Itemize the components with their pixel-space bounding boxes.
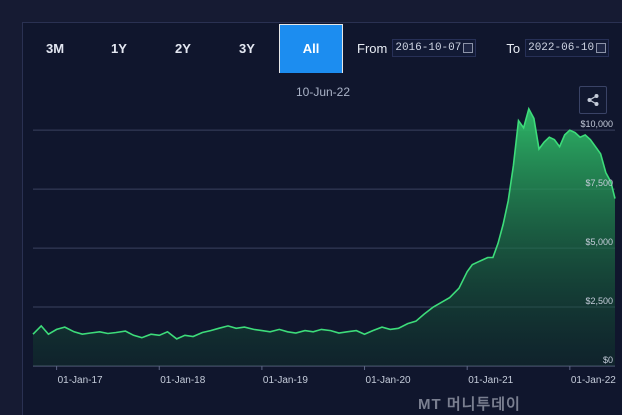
x-tick-label: 01-Jan-19	[263, 375, 308, 386]
x-tick-label: 01-Jan-18	[160, 375, 205, 386]
price-line[interactable]	[32, 106, 616, 340]
y-tick-label: $10,000	[580, 119, 613, 129]
range-all-button[interactable]: All	[279, 23, 343, 73]
x-tick-label: 01-Jan-17	[58, 375, 103, 386]
calendar-icon[interactable]	[596, 43, 607, 53]
range-toolbar: 3M 1Y 2Y 3Y All From 2016-10-07 To 2022-…	[23, 23, 622, 73]
to-date-group: To 2022-06-10	[506, 39, 610, 57]
x-tick-label: 01-Jan-21	[468, 375, 513, 386]
to-date-input[interactable]: 2022-06-10	[525, 39, 610, 57]
range-2y-button[interactable]: 2Y	[175, 40, 191, 56]
from-date-value: 2016-10-07	[395, 42, 462, 54]
from-date-input[interactable]: 2016-10-07	[392, 39, 477, 57]
x-tick-label: 01-Jan-20	[366, 375, 411, 386]
y-tick-label: $5,000	[585, 237, 613, 247]
from-date-group: From 2016-10-07	[357, 39, 477, 57]
y-tick-label: $0	[603, 355, 613, 365]
range-1y-button[interactable]: 1Y	[111, 40, 127, 56]
chart-panel: 3M 1Y 2Y 3Y All From 2016-10-07 To 2022-…	[22, 22, 622, 415]
price-chart: $0 $2,500 $5,000 $7,500 $10,000 01-Jan-17 01-J…	[32, 106, 616, 386]
to-label: To	[506, 40, 521, 56]
price-area-fill	[33, 108, 615, 367]
chart-date-label: 10-Jun-22	[295, 85, 351, 99]
y-tick-label: $2,500	[585, 296, 613, 306]
range-3y-button[interactable]: 3Y	[239, 40, 255, 56]
to-date-value: 2022-06-10	[528, 42, 595, 54]
share-button[interactable]	[579, 86, 607, 114]
watermark-text: MT 머니투데이	[418, 396, 521, 413]
y-tick-label: $7,500	[585, 178, 613, 188]
share-icon	[587, 94, 599, 106]
from-label: From	[357, 40, 388, 56]
calendar-icon[interactable]	[463, 43, 474, 53]
range-3m-button[interactable]: 3M	[45, 40, 65, 56]
x-tick-label: 01-Jan-22	[571, 375, 616, 386]
